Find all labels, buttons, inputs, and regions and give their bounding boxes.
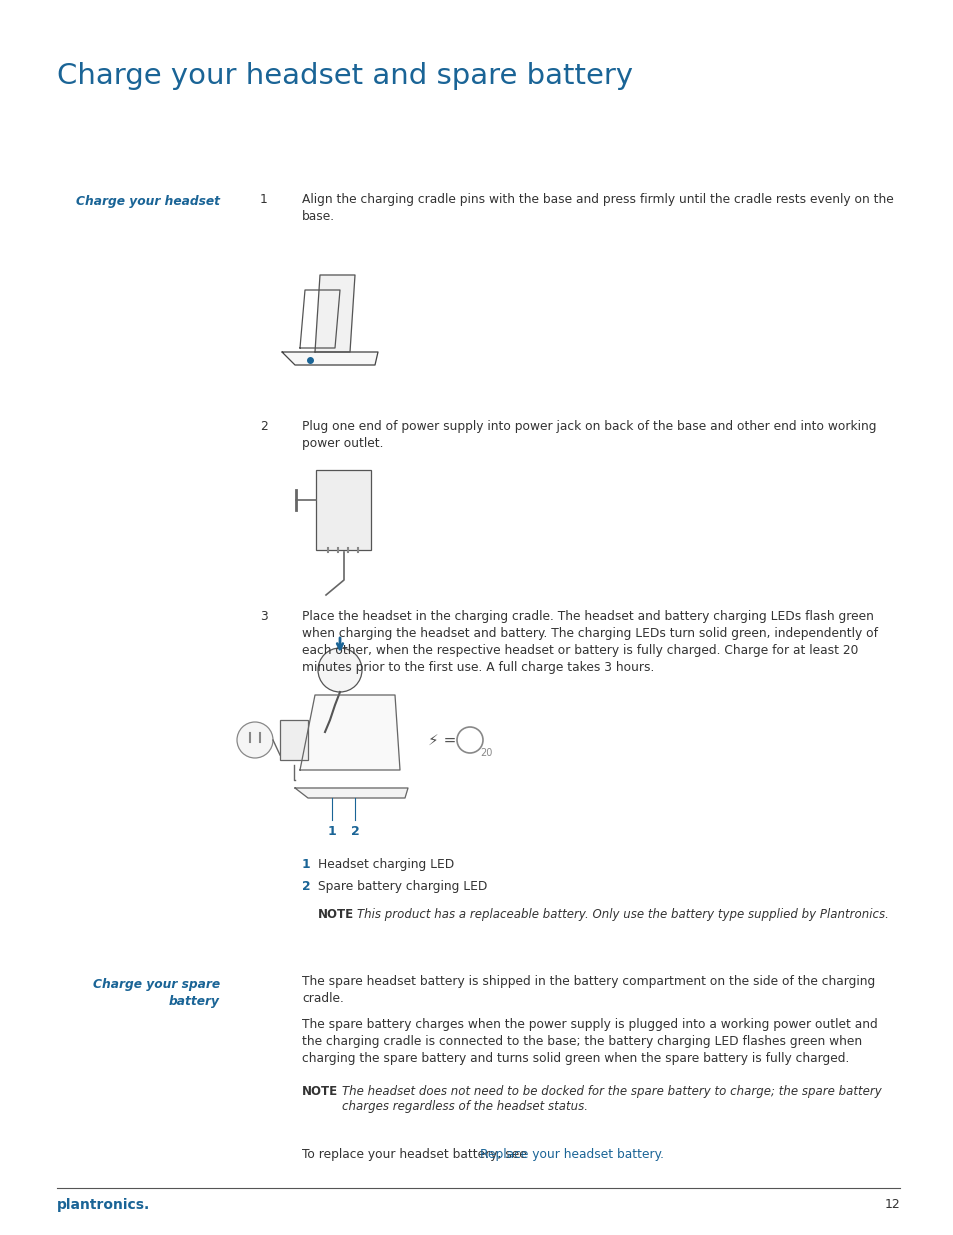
Text: ⚡ =: ⚡ = xyxy=(428,732,456,747)
Text: 2: 2 xyxy=(351,825,359,839)
Text: Plug one end of power supply into power jack on back of the base and other end i: Plug one end of power supply into power … xyxy=(302,420,876,433)
Text: Align the charging cradle pins with the base and press firmly until the cradle r: Align the charging cradle pins with the … xyxy=(302,193,893,206)
Text: the charging cradle is connected to the base; the battery charging LED flashes g: the charging cradle is connected to the … xyxy=(302,1035,862,1049)
Text: minutes prior to the first use. A full charge takes 3 hours.: minutes prior to the first use. A full c… xyxy=(302,661,654,674)
Text: Charge your spare: Charge your spare xyxy=(92,978,220,990)
Text: cradle.: cradle. xyxy=(302,992,343,1005)
Text: The spare battery charges when the power supply is plugged into a working power : The spare battery charges when the power… xyxy=(302,1018,877,1031)
Circle shape xyxy=(236,722,273,758)
Text: Replace your headset battery.: Replace your headset battery. xyxy=(479,1149,663,1161)
Text: The spare headset battery is shipped in the battery compartment on the side of t: The spare headset battery is shipped in … xyxy=(302,974,874,988)
Text: plantronics.: plantronics. xyxy=(57,1198,150,1212)
Text: each other, when the respective headset or battery is fully charged. Charge for : each other, when the respective headset … xyxy=(302,643,858,657)
Bar xyxy=(315,471,371,550)
Polygon shape xyxy=(282,352,377,366)
Text: 20: 20 xyxy=(479,748,492,758)
Text: 2: 2 xyxy=(260,420,268,433)
Text: when charging the headset and battery. The charging LEDs turn solid green, indep: when charging the headset and battery. T… xyxy=(302,627,877,640)
Text: Charge your headset: Charge your headset xyxy=(76,195,220,207)
Text: NOTE: NOTE xyxy=(317,908,354,921)
Polygon shape xyxy=(299,695,399,769)
Text: Spare battery charging LED: Spare battery charging LED xyxy=(317,881,487,893)
Text: NOTE: NOTE xyxy=(302,1086,337,1098)
Text: 2: 2 xyxy=(302,881,311,893)
Text: 1: 1 xyxy=(302,858,311,871)
Text: The headset does not need to be docked for the spare battery to charge; the spar: The headset does not need to be docked f… xyxy=(341,1086,881,1098)
Circle shape xyxy=(317,648,361,692)
Text: Charge your headset and spare battery: Charge your headset and spare battery xyxy=(57,62,633,90)
Text: 1: 1 xyxy=(327,825,336,839)
Bar xyxy=(280,720,308,760)
Polygon shape xyxy=(314,275,355,352)
Text: Headset charging LED: Headset charging LED xyxy=(317,858,454,871)
Text: base.: base. xyxy=(302,210,335,224)
Polygon shape xyxy=(294,788,408,798)
Text: Place the headset in the charging cradle. The headset and battery charging LEDs : Place the headset in the charging cradle… xyxy=(302,610,873,622)
Text: battery: battery xyxy=(169,995,220,1008)
Text: To replace your headset battery, see: To replace your headset battery, see xyxy=(302,1149,530,1161)
Circle shape xyxy=(456,727,482,753)
Text: This product has a replaceable battery. Only use the battery type supplied by Pl: This product has a replaceable battery. … xyxy=(356,908,888,921)
Text: charges regardless of the headset status.: charges regardless of the headset status… xyxy=(341,1100,587,1113)
Text: 1: 1 xyxy=(260,193,268,206)
Text: 12: 12 xyxy=(883,1198,899,1212)
Text: power outlet.: power outlet. xyxy=(302,437,383,450)
Text: 3: 3 xyxy=(260,610,268,622)
Text: charging the spare battery and turns solid green when the spare battery is fully: charging the spare battery and turns sol… xyxy=(302,1052,848,1065)
